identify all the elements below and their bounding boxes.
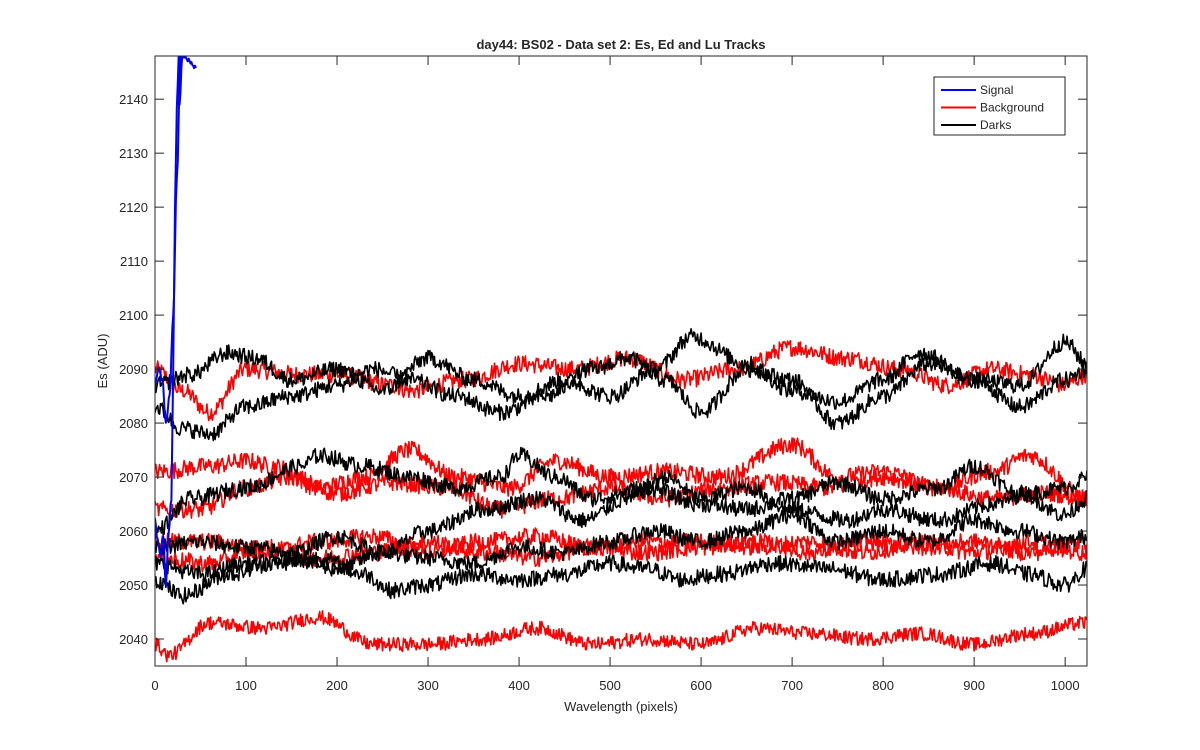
- x-axis: 0 100 200 300 400 500 600 700 800 900 1000: [151, 56, 1080, 693]
- y-tick-label: 2050: [119, 578, 148, 593]
- y-tick-label: 2090: [119, 362, 148, 377]
- y-tick-label: 2110: [120, 254, 148, 269]
- series-line-darks: [155, 351, 1087, 442]
- x-tick-label: 800: [872, 678, 894, 693]
- y-tick-label: 2120: [119, 200, 148, 215]
- x-tick-label: 900: [963, 678, 985, 693]
- legend-label: Background: [980, 101, 1044, 115]
- series-line-darks: [155, 551, 1087, 605]
- series-line-darks: [155, 328, 1087, 410]
- y-axis-label: Es (ADU): [95, 334, 110, 389]
- x-tick-label: 600: [690, 678, 712, 693]
- series-line-signal: [155, 56, 197, 589]
- y-tick-label: 2040: [119, 632, 148, 647]
- x-tick-label: 0: [151, 678, 158, 693]
- legend: Signal Background Darks: [933, 76, 1066, 136]
- x-tick-label: 400: [508, 678, 530, 693]
- x-tick-label: 300: [417, 678, 439, 693]
- series-line-background: [155, 610, 1087, 663]
- series-layer: [155, 56, 1087, 663]
- x-tick-label: 100: [235, 678, 257, 693]
- series-line-signal: [155, 56, 182, 424]
- x-tick-label: 200: [326, 678, 348, 693]
- plot-frame: [154, 55, 1088, 667]
- y-axis: 2040 2050 2060 2070 2080 2090 2100 2110 2120 2130…: [119, 92, 1087, 647]
- x-tick-label: 500: [599, 678, 621, 693]
- y-tick-label: 2080: [119, 416, 148, 431]
- x-axis-label: Wavelength (pixels): [564, 699, 678, 714]
- y-tick-label: 2100: [119, 308, 148, 323]
- x-tick-label: 700: [781, 678, 803, 693]
- chart-title: day44: BS02 - Data set 2: Es, Ed and Lu …: [476, 37, 765, 52]
- legend-entries: Signal Background Darks: [941, 83, 1044, 132]
- x-tick-label: 1000: [1051, 678, 1080, 693]
- y-tick-label: 2140: [119, 92, 148, 107]
- y-tick-label: 2060: [119, 524, 148, 539]
- series-line-darks: [155, 469, 1087, 562]
- legend-label: Signal: [980, 83, 1013, 97]
- y-tick-label: 2130: [119, 146, 148, 161]
- series-line-background: [155, 340, 1087, 422]
- legend-label: Darks: [980, 118, 1011, 132]
- y-tick-label: 2070: [119, 470, 148, 485]
